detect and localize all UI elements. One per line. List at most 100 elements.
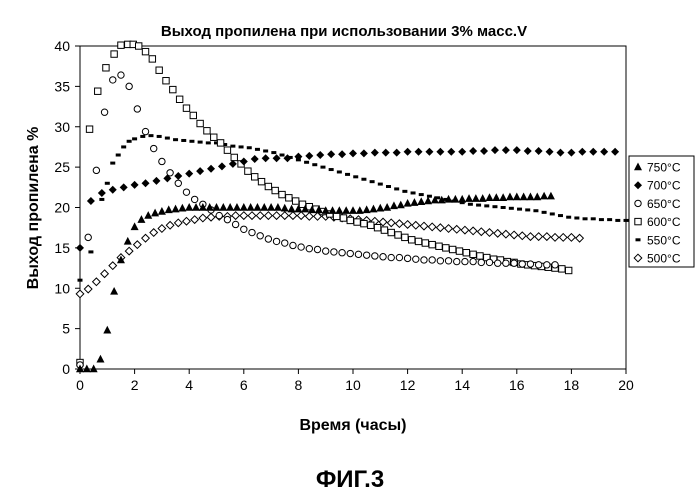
data-point-550c (140, 135, 145, 138)
data-point-650c (445, 258, 451, 264)
data-point-550c (78, 279, 83, 282)
data-point-650c (454, 258, 460, 264)
data-point-600c (183, 105, 189, 111)
data-point-600c (231, 154, 237, 160)
data-point-550c (550, 212, 555, 215)
data-point-600c (204, 128, 210, 134)
data-point-550c (574, 216, 579, 219)
data-point-600c (368, 222, 374, 228)
x-tick-label: 14 (454, 377, 470, 393)
data-point-650c (503, 260, 509, 266)
data-point-550c (206, 141, 211, 144)
data-point-550c (533, 209, 538, 212)
data-point-650c (535, 262, 541, 268)
data-point-550c (558, 214, 563, 217)
data-point-650c (421, 257, 427, 263)
data-point-650c (134, 106, 140, 112)
data-point-550c (411, 191, 416, 194)
data-point-550c (468, 203, 473, 206)
figure-caption: ФИГ.3 (0, 466, 700, 494)
data-point-650c (413, 256, 419, 262)
data-point-650c (429, 257, 435, 263)
data-point-650c (126, 83, 132, 89)
data-point-550c (263, 149, 268, 152)
data-point-550c (370, 180, 375, 183)
data-point-600c (163, 78, 169, 84)
data-point-600c (354, 219, 360, 225)
data-point-550c (583, 217, 588, 220)
legend-label-650c: 650°C (647, 197, 681, 211)
data-point-600c (86, 126, 92, 132)
x-tick-label: 6 (240, 377, 248, 393)
data-point-650c (298, 244, 304, 250)
data-point-650c (282, 240, 288, 246)
data-point-600c (436, 243, 442, 249)
data-point-550c (501, 206, 506, 209)
data-point-550c (239, 145, 244, 148)
data-point-550c (345, 173, 350, 176)
data-point-600c (381, 227, 387, 233)
legend-label-600c: 600°C (647, 215, 681, 229)
data-point-550c (312, 163, 317, 166)
data-point-550c (230, 145, 235, 148)
data-point-650c (462, 258, 468, 264)
data-point-550c (247, 146, 252, 149)
legend-label-750c: 750°C (647, 161, 681, 175)
data-point-550c (394, 187, 399, 190)
data-point-650c (265, 236, 271, 242)
data-point-650c (191, 196, 197, 202)
data-point-600c (395, 232, 401, 238)
data-point-600c (477, 253, 483, 259)
y-tick-label: 40 (54, 38, 70, 54)
data-point-600c (292, 198, 298, 204)
data-point-600c (103, 65, 109, 71)
x-tick-label: 12 (400, 377, 416, 393)
data-point-550c (492, 205, 497, 208)
data-point-550c (476, 204, 481, 207)
data-point-550c (116, 154, 121, 157)
data-point-550c (353, 175, 358, 178)
x-tick-label: 4 (185, 377, 193, 393)
y-tick-label: 30 (54, 119, 70, 135)
legend-label-700c: 700°C (647, 179, 681, 193)
data-point-550c (110, 162, 115, 165)
data-point-650c (142, 128, 148, 134)
data-point-600c (347, 217, 353, 223)
data-point-600c (361, 220, 367, 226)
data-point-600c (190, 112, 196, 118)
data-point-550c (127, 140, 132, 143)
legend-marker-600c (635, 218, 641, 224)
data-point-650c (183, 189, 189, 195)
data-point-650c (306, 245, 312, 251)
data-point-600c (565, 267, 571, 273)
data-point-600c (470, 251, 476, 257)
data-point-650c (380, 254, 386, 260)
data-point-550c (181, 139, 186, 142)
data-point-650c (151, 145, 157, 151)
data-point-550c (105, 182, 110, 185)
data-point-600c (156, 67, 162, 73)
data-point-550c (320, 166, 325, 169)
data-point-600c (333, 213, 339, 219)
data-point-600c (197, 120, 203, 126)
data-point-550c (517, 208, 522, 211)
data-point-650c (372, 253, 378, 259)
data-point-550c (198, 141, 203, 144)
data-point-600c (224, 147, 230, 153)
data-point-600c (217, 140, 223, 146)
data-point-550c (484, 204, 489, 207)
y-axis-label: Выход пропилена % (25, 127, 42, 290)
data-point-650c (110, 77, 116, 83)
data-point-550c (386, 185, 391, 188)
data-point-650c (494, 260, 500, 266)
data-point-550c (99, 198, 104, 201)
data-point-650c (478, 259, 484, 265)
legend: 750°C700°C650°C600°C550°C500°C (629, 156, 694, 267)
data-point-600c (149, 56, 155, 62)
data-point-650c (437, 258, 443, 264)
data-point-550c (165, 137, 170, 140)
y-tick-label: 20 (54, 200, 70, 216)
data-point-550c (189, 140, 194, 143)
data-point-650c (339, 250, 345, 256)
